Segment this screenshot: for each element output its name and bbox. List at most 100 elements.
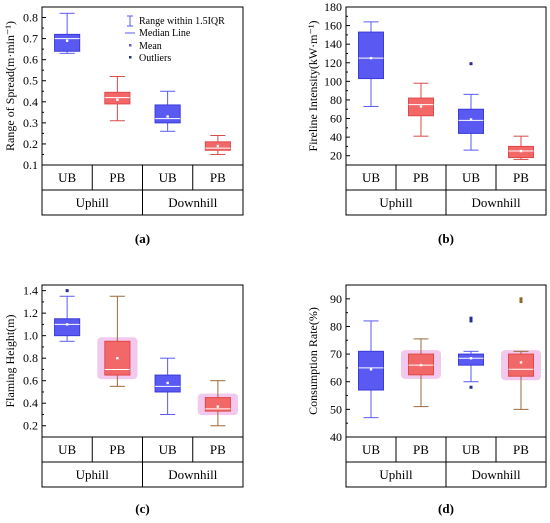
box-body <box>508 353 534 377</box>
y-tick-label: 100 <box>324 74 342 88</box>
y-tick-label: 60 <box>330 112 342 126</box>
box-mean-marker <box>166 115 169 118</box>
y-axis: 0.1 0.2 0.3 0.4 0.5 0.6 0.7 0.8 <box>23 11 46 172</box>
legend-median-entry: Median Line <box>125 28 191 39</box>
legend-outliers-label: Outliers <box>139 53 171 64</box>
box-mean-marker <box>469 118 473 121</box>
panel-label: (c) <box>135 501 149 516</box>
y-axis-label: Range of Spread(m·min⁻¹) <box>3 21 17 151</box>
category-label: PB <box>109 442 125 457</box>
group-label: Downhill <box>168 195 218 210</box>
y-tick-label: 0.8 <box>23 351 38 365</box>
box-body <box>104 91 131 105</box>
category-label: UB <box>159 170 177 185</box>
box-pb-downhill <box>508 135 534 160</box>
y-tick-label: 60 <box>330 375 342 389</box>
box-mean-marker <box>519 361 523 364</box>
y-axis: 20 40 60 80 100 120 140 160 180 <box>324 0 350 163</box>
y-tick-label: 40 <box>330 430 342 444</box>
y-tick-label: 80 <box>330 93 342 107</box>
panel-label: (b) <box>438 231 454 246</box>
y-tick-label: 120 <box>324 56 342 70</box>
box-mean-marker <box>216 144 220 148</box>
group-label: Uphill <box>76 467 110 482</box>
box-ub-uphill <box>358 320 384 419</box>
box-outlier <box>469 319 473 323</box>
box-mean-marker <box>419 363 423 367</box>
y-tick-label: 0.8 <box>23 11 38 25</box>
y-tick-label: 0.7 <box>23 32 38 46</box>
legend-mean-entry: Mean <box>129 41 162 52</box>
box-body <box>458 353 484 366</box>
y-tick-label: 0.5 <box>23 74 38 88</box>
legend-outliers-entry: Outliers <box>129 53 171 64</box>
y-tick-label: 0.1 <box>23 158 38 172</box>
y-axis-label: Fireline Intensity(kW·m⁻¹) <box>306 21 320 152</box>
y-axis-label: Consumption Rate(%) <box>306 307 320 415</box>
group-label: Uphill <box>76 195 110 210</box>
category-label: PB <box>413 170 429 185</box>
box-outlier <box>519 297 523 301</box>
y-tick-label: 1.0 <box>23 329 38 343</box>
y-tick-label: 20 <box>330 149 342 163</box>
box-mean-marker <box>519 149 523 153</box>
y-tick-label: 0.4 <box>23 396 38 410</box>
group-label: Downhill <box>168 467 218 482</box>
box-body <box>458 108 484 134</box>
box-mean-marker <box>369 56 373 60</box>
legend-range-label: Range within 1.5IQR <box>139 16 225 27</box>
box-body <box>358 350 384 391</box>
panel-label: (a) <box>135 231 150 246</box>
box-ub-uphill <box>358 21 384 107</box>
box-body <box>54 318 81 337</box>
category-label: UB <box>362 170 380 185</box>
box-outlier <box>469 62 473 66</box>
legend-range-entry: Range within 1.5IQR <box>127 15 225 27</box>
y-tick-label: 40 <box>330 130 342 144</box>
group-label: Downhill <box>471 195 521 210</box>
box-pb-downhill <box>501 297 541 410</box>
y-tick-label: 0.6 <box>23 53 38 67</box>
y-axis: 0.2 0.4 0.6 0.8 1.0 1.2 1.4 <box>23 284 46 433</box>
box-body <box>358 31 384 80</box>
y-tick-label: 0.2 <box>23 137 38 151</box>
category-label: PB <box>513 442 529 457</box>
category-table: UB PB UB PB Uphill Downhill <box>41 436 244 488</box>
y-tick-label: 140 <box>324 37 342 51</box>
panel-label: (d) <box>438 501 454 516</box>
category-label: PB <box>210 442 226 457</box>
box-mean-marker <box>116 98 119 101</box>
group-label: Downhill <box>471 467 521 482</box>
y-tick-label: 180 <box>324 0 342 14</box>
y-tick-label: 160 <box>324 19 342 33</box>
y-tick-label: 50 <box>330 402 342 416</box>
category-label: UB <box>159 442 177 457</box>
y-tick-label: 0.4 <box>23 95 38 109</box>
legend: Range within 1.5IQR Median Line Mean Out… <box>125 15 225 64</box>
plot-frame <box>345 6 547 166</box>
box-body <box>204 397 231 412</box>
box-mean-marker <box>419 105 423 108</box>
box-body <box>54 33 81 52</box>
box-outlier <box>469 385 473 389</box>
box-pb-downhill <box>197 380 238 427</box>
box-ub-uphill <box>54 289 81 342</box>
category-label: UB <box>58 442 76 457</box>
panel-a: 0.1 0.2 0.3 0.4 0.5 0.6 0.7 0.8 Range of Spread(… <box>3 6 244 246</box>
box-mean-marker <box>166 381 169 385</box>
y-tick-label: 70 <box>330 347 342 361</box>
box-pb-uphill <box>401 338 441 408</box>
y-tick-label: 0.3 <box>23 116 38 130</box>
box-pb-uphill <box>104 76 131 122</box>
box-pb-uphill <box>97 295 138 387</box>
box-body <box>154 104 181 124</box>
y-tick-label: 0.2 <box>23 419 38 433</box>
y-axis-label: Flaming Height(m) <box>3 315 17 408</box>
box-mean-marker <box>469 357 473 360</box>
category-label: UB <box>362 442 380 457</box>
category-label: PB <box>210 170 226 185</box>
